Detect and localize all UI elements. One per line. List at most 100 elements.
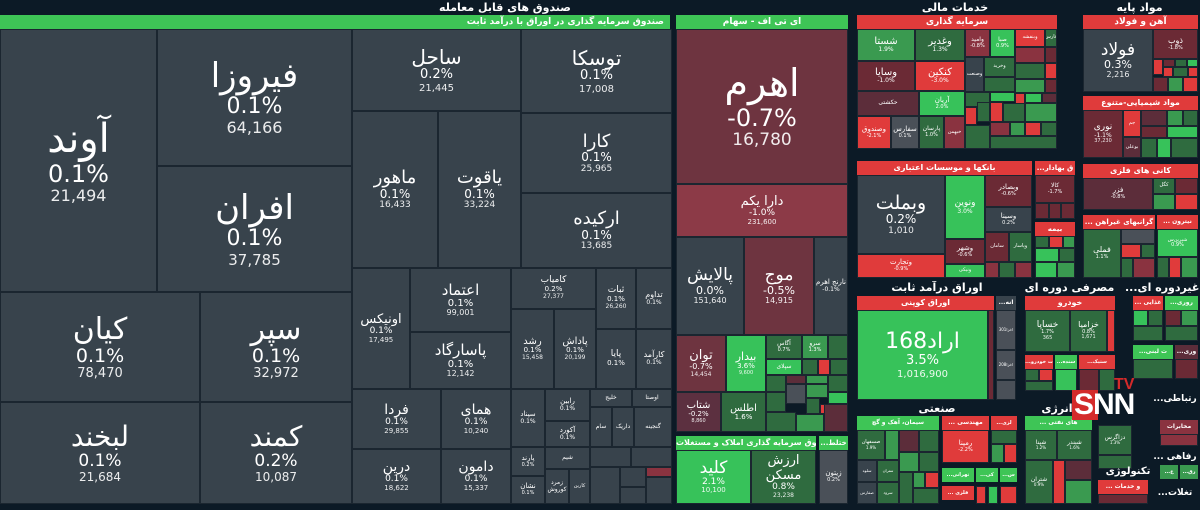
tile-rabin[interactable]: رابین 0.1% (545, 389, 590, 421)
tile-small[interactable] (1121, 258, 1133, 278)
tile-zob[interactable]: ذوب -1.8% (1153, 29, 1198, 59)
group-bar-mixed[interactable]: ...ختلط (819, 436, 848, 450)
tile-small[interactable] (913, 472, 925, 488)
tile-small[interactable] (766, 375, 786, 392)
tile-small[interactable] (1003, 103, 1025, 122)
tile-sorood[interactable]: سرود (877, 482, 899, 504)
tile-small[interactable] (1157, 257, 1169, 278)
group-bar-etf-fixed[interactable]: صندوق سرمایه گذاری در اوراق با درآمد ثاب… (0, 15, 670, 29)
tile-tavan[interactable]: توان -0.7% 14,454 (676, 335, 726, 392)
group-bar-auto-parts[interactable]: ...ت خودرو (1025, 355, 1053, 369)
tile-kamand[interactable]: کمند 0.2% 10,087 (200, 402, 352, 504)
tile-small[interactable] (766, 392, 786, 412)
group-bar-nonmetal[interactable]: ... گرانبهای غیراهن (1083, 215, 1155, 229)
tile-shetab[interactable]: شتاب -0.2% 8,860 (676, 392, 721, 432)
tile-small[interactable] (1098, 455, 1132, 469)
tile-small[interactable] (885, 430, 899, 460)
tile-small[interactable] (965, 107, 977, 125)
group-bar-tech-services[interactable]: ... و خدمات (1098, 480, 1148, 494)
tile-vakharid[interactable]: وخرید (984, 57, 1015, 77)
tile-small[interactable] (985, 262, 999, 278)
group-bar-neutron[interactable]: ... نیترون (1157, 215, 1198, 229)
group-bar-ind-metal[interactable]: ... فلزی (942, 486, 974, 500)
tile-paya[interactable]: پایا 0.1% (596, 329, 636, 389)
tile-vabemellat[interactable]: وبملت 0.2% 1,010 (857, 175, 945, 254)
tile-akhza301[interactable]: اخزا301 (996, 310, 1016, 350)
tile-small[interactable] (1171, 138, 1198, 158)
tile-small[interactable] (1025, 93, 1042, 103)
tile-small[interactable] (1153, 77, 1168, 92)
tile-small[interactable] (990, 136, 1057, 149)
tile-small[interactable] (1133, 359, 1173, 379)
tile-kegol[interactable]: کگل (1153, 178, 1175, 194)
tile-vabsader[interactable]: وبصادر -0.6% (985, 175, 1032, 207)
tile-small[interactable] (806, 398, 820, 414)
tile-small[interactable] (1045, 47, 1057, 63)
group-bar-food[interactable]: ... غذایی (1133, 296, 1163, 310)
tile-small[interactable] (1057, 262, 1075, 278)
tile-small[interactable] (899, 472, 913, 504)
group-bar-welfare-a[interactable]: ...ع (1160, 465, 1178, 479)
tile-small[interactable] (1049, 236, 1063, 248)
tile-agas[interactable]: آگاس 0.7% (766, 335, 802, 359)
tile-orkideh[interactable]: ارکیده 0.1% 13,685 (521, 193, 672, 268)
tile-shetran[interactable]: شتران 0.9% (1025, 460, 1053, 504)
tile-small[interactable] (1025, 369, 1039, 381)
tile-vatejarat[interactable]: وتجارت -0.9% (857, 254, 945, 278)
tile-fars[interactable]: فارس (1045, 29, 1057, 47)
tile-small[interactable] (1049, 203, 1061, 219)
tile-small[interactable] (990, 102, 1003, 122)
group-bar-textile[interactable]: ...سنده (1055, 355, 1077, 369)
tile-small[interactable] (1053, 460, 1065, 504)
tile-small[interactable] (1133, 258, 1155, 278)
tile-small[interactable] (990, 122, 1010, 136)
tile-small[interactable] (1000, 486, 1017, 504)
tile-small[interactable] (1187, 59, 1198, 67)
tile-small[interactable] (806, 384, 828, 398)
tile-small[interactable] (991, 430, 1017, 444)
tile-vashahr[interactable]: وشهر -0.6% (945, 239, 985, 264)
group-bar-steel[interactable]: آهن و فولاد (1083, 15, 1198, 29)
tile-damoon[interactable]: دامون 0.1% 15,337 (441, 449, 511, 504)
tile-sarv[interactable]: سرو 1.3% (802, 335, 828, 359)
group-bar-insurance[interactable]: بیمه (1035, 222, 1075, 236)
group-bar-engineering[interactable]: ... مهندسی (942, 416, 989, 430)
tile-small[interactable] (1004, 444, 1017, 463)
tile-small[interactable] (1045, 79, 1057, 93)
tile-small[interactable] (1160, 434, 1198, 446)
tile-small[interactable] (1025, 103, 1057, 122)
tile-small[interactable] (988, 486, 998, 504)
group-bar-realestate[interactable]: صندوق سرمایه گذاری املاک و مستغلات (676, 436, 816, 450)
group-bar-auto[interactable]: خودرو (1025, 296, 1115, 310)
tile-mowj[interactable]: موج -0.5% 14,915 (744, 237, 814, 335)
tile-sabat[interactable]: ثبات 0.1% 26,260 (596, 268, 636, 329)
tile-small[interactable] (1025, 381, 1053, 391)
tile-small[interactable] (802, 359, 818, 375)
tile-small[interactable] (620, 487, 646, 504)
tile-small[interactable] (1168, 77, 1183, 92)
tile-shem[interactable]: شیم (545, 447, 590, 469)
tile-arzesh-maskan[interactable]: ارزش مسکن 0.8% 23,238 (751, 450, 816, 504)
tile-small[interactable] (1141, 138, 1157, 158)
tile-small[interactable] (786, 384, 806, 404)
tile-parsan[interactable]: پارسان 1.0% (919, 116, 944, 149)
tile-small[interactable] (1167, 126, 1198, 138)
tile-naranj-ahrom[interactable]: نارنج اهرم -0.1% (814, 237, 848, 335)
tile-small[interactable] (1175, 178, 1198, 194)
tile-khsapa[interactable]: خساپا 1.7% 365 (1025, 310, 1070, 352)
tile-small[interactable] (1039, 369, 1053, 381)
tile-small[interactable] (899, 452, 919, 472)
tile-small[interactable] (766, 412, 796, 432)
tile-small[interactable] (977, 102, 990, 122)
tile-small[interactable] (984, 77, 1015, 92)
tile-ganjineh[interactable]: گنجینه (634, 407, 672, 447)
tile-saloveh[interactable]: سلوه (857, 460, 877, 482)
tile-small[interactable] (1141, 126, 1167, 138)
tile-neshan[interactable]: نشان 0.1% (511, 476, 545, 504)
tile-fezar[interactable]: فزر -0.8% (1083, 178, 1153, 210)
tile-small[interactable] (1121, 244, 1141, 258)
tile-vasaya[interactable]: وسایا -1.0% (857, 61, 915, 91)
tile-khabahman[interactable]: خبهمن (944, 116, 965, 149)
tile-etemad[interactable]: اعتماد 0.1% 99,001 (410, 268, 511, 332)
tile-small[interactable] (1167, 110, 1183, 126)
